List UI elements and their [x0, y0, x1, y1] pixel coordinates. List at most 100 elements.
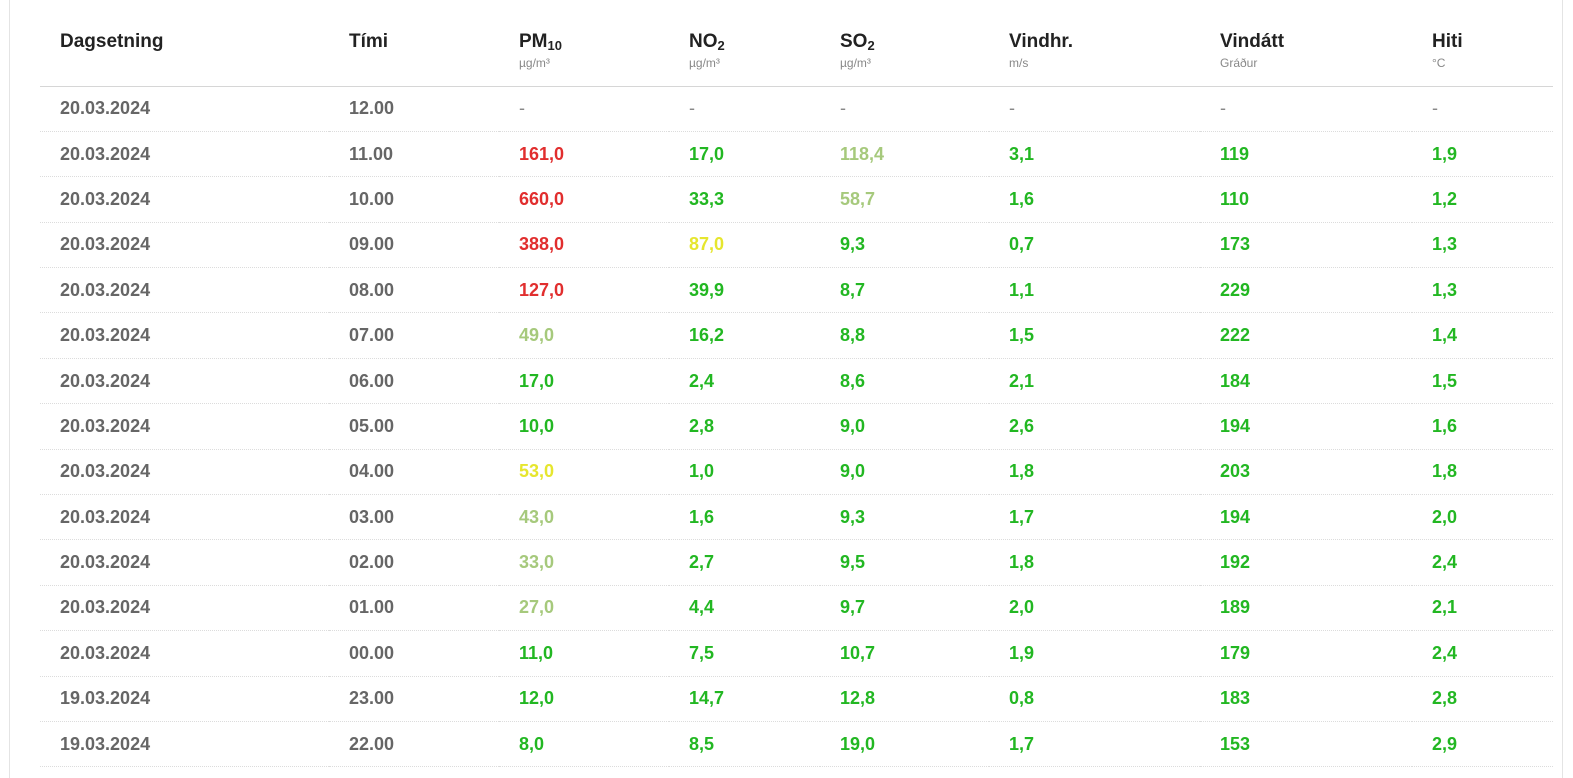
so2-cell: 8,6 [820, 358, 989, 405]
time-cell: 08.00 [329, 267, 499, 314]
pm10-cell: 388,0 [499, 222, 669, 269]
column-label-text: Dagsetning [60, 31, 164, 52]
wind_speed-cell: 1,6 [989, 176, 1200, 223]
wind_speed-cell: 3,1 [989, 131, 1200, 178]
date-cell: 20.03.2024 [40, 222, 329, 269]
wind_dir-cell: 183 [1200, 676, 1412, 722]
temp-cell: 2,9 [1412, 721, 1553, 768]
so2-cell: 9,3 [820, 494, 989, 541]
no2-cell: 39,9 [669, 267, 820, 314]
wind_speed-cell: 1,1 [989, 267, 1200, 314]
no2-cell: 87,0 [669, 222, 820, 269]
wind_speed-cell: 0,7 [989, 222, 1200, 269]
date-cell: 20.03.2024 [40, 267, 329, 314]
column-header-label: NO2 [689, 31, 820, 53]
pm10-cell: 33,0 [499, 539, 669, 586]
no2-cell: 14,7 [669, 676, 820, 722]
table-row: 20.03.2024 11.00 161,0 17,0 118,4 3,1 119 1,9 [40, 131, 1553, 178]
date-cell: 20.03.2024 [40, 494, 329, 541]
so2-cell: 9,5 [820, 539, 989, 586]
time-cell: 06.00 [329, 358, 499, 405]
date-cell: 20.03.2024 [40, 86, 329, 132]
wind_dir-cell: 222 [1200, 312, 1412, 359]
column-label-text: Vindhr. [1009, 31, 1074, 52]
wind_dir-cell: 119 [1200, 131, 1412, 178]
time-cell: 00.00 [329, 630, 499, 677]
date-cell: 20.03.2024 [40, 585, 329, 632]
table-body: 20.03.2024 12.00- - - - - -20.03.2024 11.00 161,… [40, 86, 1553, 768]
pm10-cell: 161,0 [499, 131, 669, 178]
wind_speed-cell: 2,1 [989, 358, 1200, 405]
wind_speed-cell: 1,8 [989, 449, 1200, 496]
pm10-cell: 49,0 [499, 312, 669, 359]
table-row: 20.03.2024 10.00 660,0 33,3 58,7 1,6 110 1,2 [40, 176, 1553, 223]
time-cell: 03.00 [329, 494, 499, 541]
column-header-label: Vindhr. [1009, 31, 1200, 53]
wind_speed-cell: 1,5 [989, 312, 1200, 359]
time-cell: 02.00 [329, 539, 499, 586]
column-header-label: SO2 [840, 31, 989, 53]
wind_speed-cell: 1,8 [989, 539, 1200, 586]
so2-cell: 8,8 [820, 312, 989, 359]
column-header-time: Tími [329, 0, 499, 87]
no2-cell: 7,5 [669, 630, 820, 677]
time-cell: 04.00 [329, 449, 499, 496]
wind_dir-cell: 184 [1200, 358, 1412, 405]
no2-cell: 16,2 [669, 312, 820, 359]
no2-cell: 33,3 [669, 176, 820, 223]
column-label-text: PM [519, 31, 548, 52]
no2-cell: 1,0 [669, 449, 820, 496]
column-header-label: PM10 [519, 31, 669, 53]
wind_dir-cell: 203 [1200, 449, 1412, 496]
wind_speed-cell: 2,0 [989, 585, 1200, 632]
air-quality-table: Dagsetning Tími PM10 µg/m³ NO2 µg/m³ SO2 µg/m³ V… [40, 0, 1553, 768]
time-cell: 10.00 [329, 176, 499, 223]
so2-cell: 58,7 [820, 176, 989, 223]
so2-cell: 9,0 [820, 449, 989, 496]
pm10-cell: 53,0 [499, 449, 669, 496]
temp-cell: 1,9 [1412, 131, 1553, 178]
wind_speed-cell: 1,7 [989, 494, 1200, 541]
wind_dir-cell: 229 [1200, 267, 1412, 314]
date-cell: 19.03.2024 [40, 676, 329, 722]
so2-cell: 10,7 [820, 630, 989, 677]
temp-cell: 1,2 [1412, 176, 1553, 223]
column-header-label: Tími [349, 31, 499, 53]
column-header-date: Dagsetning [40, 0, 329, 87]
wind_speed-cell: 0,8 [989, 676, 1200, 722]
pm10-cell: 127,0 [499, 267, 669, 314]
column-unit: µg/m³ [519, 56, 550, 70]
time-cell: 23.00 [329, 676, 499, 722]
temp-cell: 1,3 [1412, 222, 1553, 269]
wind_dir-cell: 194 [1200, 403, 1412, 450]
no2-cell: 8,5 [669, 721, 820, 768]
no2-cell: 4,4 [669, 585, 820, 632]
so2-cell: - [820, 86, 989, 132]
wind_speed-cell: 1,9 [989, 630, 1200, 677]
no2-cell: 17,0 [669, 131, 820, 178]
no2-cell: 2,7 [669, 539, 820, 586]
wind_dir-cell: 194 [1200, 494, 1412, 541]
column-label-subscript: 2 [717, 38, 725, 53]
wind_dir-cell: 173 [1200, 222, 1412, 269]
wind_dir-cell: 110 [1200, 176, 1412, 223]
table-row: 20.03.2024 03.00 43,0 1,6 9,3 1,7 194 2,0 [40, 494, 1553, 541]
temp-cell: 2,1 [1412, 585, 1553, 632]
temp-cell: - [1412, 86, 1553, 132]
wind_dir-cell: 189 [1200, 585, 1412, 632]
time-cell: 22.00 [329, 721, 499, 768]
column-label-text: SO [840, 31, 868, 52]
temp-cell: 2,4 [1412, 630, 1553, 677]
column-unit: Gráður [1220, 56, 1258, 70]
temp-cell: 2,8 [1412, 676, 1553, 722]
temp-cell: 2,0 [1412, 494, 1553, 541]
date-cell: 19.03.2024 [40, 721, 329, 768]
column-label-text: Vindátt [1220, 31, 1285, 52]
pm10-cell: 660,0 [499, 176, 669, 223]
column-header-wind_speed: Vindhr. m/s [989, 0, 1200, 87]
temp-cell: 2,4 [1412, 539, 1553, 586]
column-header-so2: SO2 µg/m³ [820, 0, 989, 87]
so2-cell: 118,4 [820, 131, 989, 178]
column-header-label: Hiti [1432, 31, 1553, 53]
no2-cell: - [669, 86, 820, 132]
